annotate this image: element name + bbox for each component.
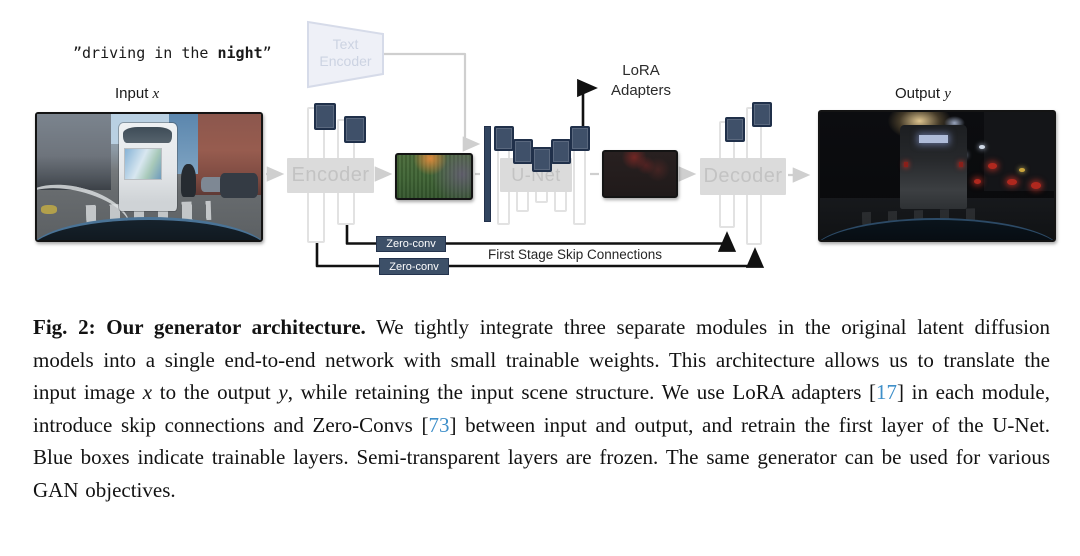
prompt-suffix: ” — [262, 44, 272, 62]
dark-suv — [219, 173, 258, 199]
latent-image-input — [395, 153, 473, 200]
car-dashboard — [37, 216, 261, 240]
text-encoder-label: Text Encoder — [319, 36, 372, 69]
arrow-lora-adapters — [577, 78, 598, 127]
input-image — [35, 112, 263, 242]
bus-silhouette — [899, 124, 968, 210]
citation-17[interactable]: 17 — [876, 380, 898, 404]
lora-adapter-square — [551, 139, 571, 164]
building-left — [37, 114, 111, 190]
trainable-layer-square — [314, 103, 336, 130]
lit-bus-sign — [918, 134, 949, 143]
figure-caption: Fig. 2: Our generator architecture. We t… — [33, 315, 1051, 502]
connector-lines — [266, 20, 811, 268]
input-label: Input x — [115, 85, 160, 102]
caption-heading: Fig. 2: Our generator architecture. — [33, 315, 366, 339]
output-label: Output y — [895, 85, 951, 102]
lora-adapters-label: LoRA Adapters — [610, 62, 672, 99]
citation-73[interactable]: 73 — [428, 412, 450, 437]
bus-ad-panel — [124, 149, 161, 180]
red-light — [1030, 182, 1042, 190]
encoder-box: Encoder — [287, 158, 374, 193]
night-building-right — [983, 112, 1054, 192]
bus-taillight-left — [903, 161, 909, 168]
red-light — [1007, 178, 1017, 185]
decoder-box: Decoder — [700, 158, 786, 195]
red-light — [974, 178, 982, 184]
white-light — [979, 145, 985, 150]
unet-first-layer-bar — [484, 126, 491, 222]
bus-rear-window — [123, 127, 173, 144]
skip-connection-line-top — [345, 225, 737, 252]
text-prompt: ”driving in the night” — [73, 44, 272, 62]
yellow-curb — [41, 204, 58, 214]
lora-adapter-square — [532, 147, 552, 172]
caption-body: We tightly integrate three separate modu… — [33, 315, 1050, 404]
lora-adapter-square — [494, 126, 514, 151]
skip-connections-label: First Stage Skip Connections — [487, 247, 663, 262]
prompt-bold-word: night — [217, 44, 263, 62]
arrow-text-encoder-to-unet — [384, 52, 481, 152]
red-light — [988, 163, 997, 169]
latent-image-output — [602, 150, 678, 198]
trainable-layer-square — [344, 116, 366, 143]
bus-taillight-right — [958, 161, 964, 168]
architecture-diagram: ”driving in the night” Text Encoder Inpu… — [35, 20, 1056, 275]
math-x: x — [142, 380, 153, 404]
gray-car — [200, 177, 223, 193]
motorcyclist — [181, 164, 197, 198]
prompt-prefix: ”driving in the — [73, 44, 218, 62]
lora-adapter-square — [513, 139, 533, 164]
trainable-layer-square — [725, 117, 745, 142]
text-encoder-shape — [307, 20, 384, 89]
math-y: y — [278, 380, 288, 404]
trainable-layer-square — [752, 102, 772, 127]
zero-conv-box-top: Zero-conv — [376, 236, 446, 252]
zero-conv-box-bottom: Zero-conv — [379, 258, 449, 275]
skip-connection-line-bottom — [315, 243, 765, 268]
lora-adapter-square — [570, 126, 590, 151]
white-bus — [118, 122, 177, 211]
output-image — [818, 110, 1056, 242]
yellow-light — [1018, 168, 1025, 173]
car-dashboard-night — [820, 217, 1054, 240]
